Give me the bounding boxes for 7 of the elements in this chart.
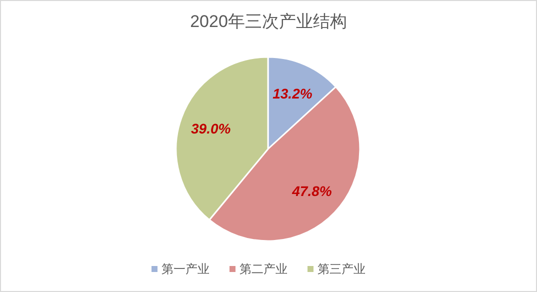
chart-title: 2020年三次产业结构 [190,12,347,31]
legend-label: 第一产业 [162,262,210,276]
data-label: 47.8% [291,182,332,199]
data-label: 13.2% [272,85,313,102]
legend-label: 第三产业 [318,262,366,276]
data-label: 39.0% [191,120,232,136]
legend-label: 第二产业 [240,262,288,276]
